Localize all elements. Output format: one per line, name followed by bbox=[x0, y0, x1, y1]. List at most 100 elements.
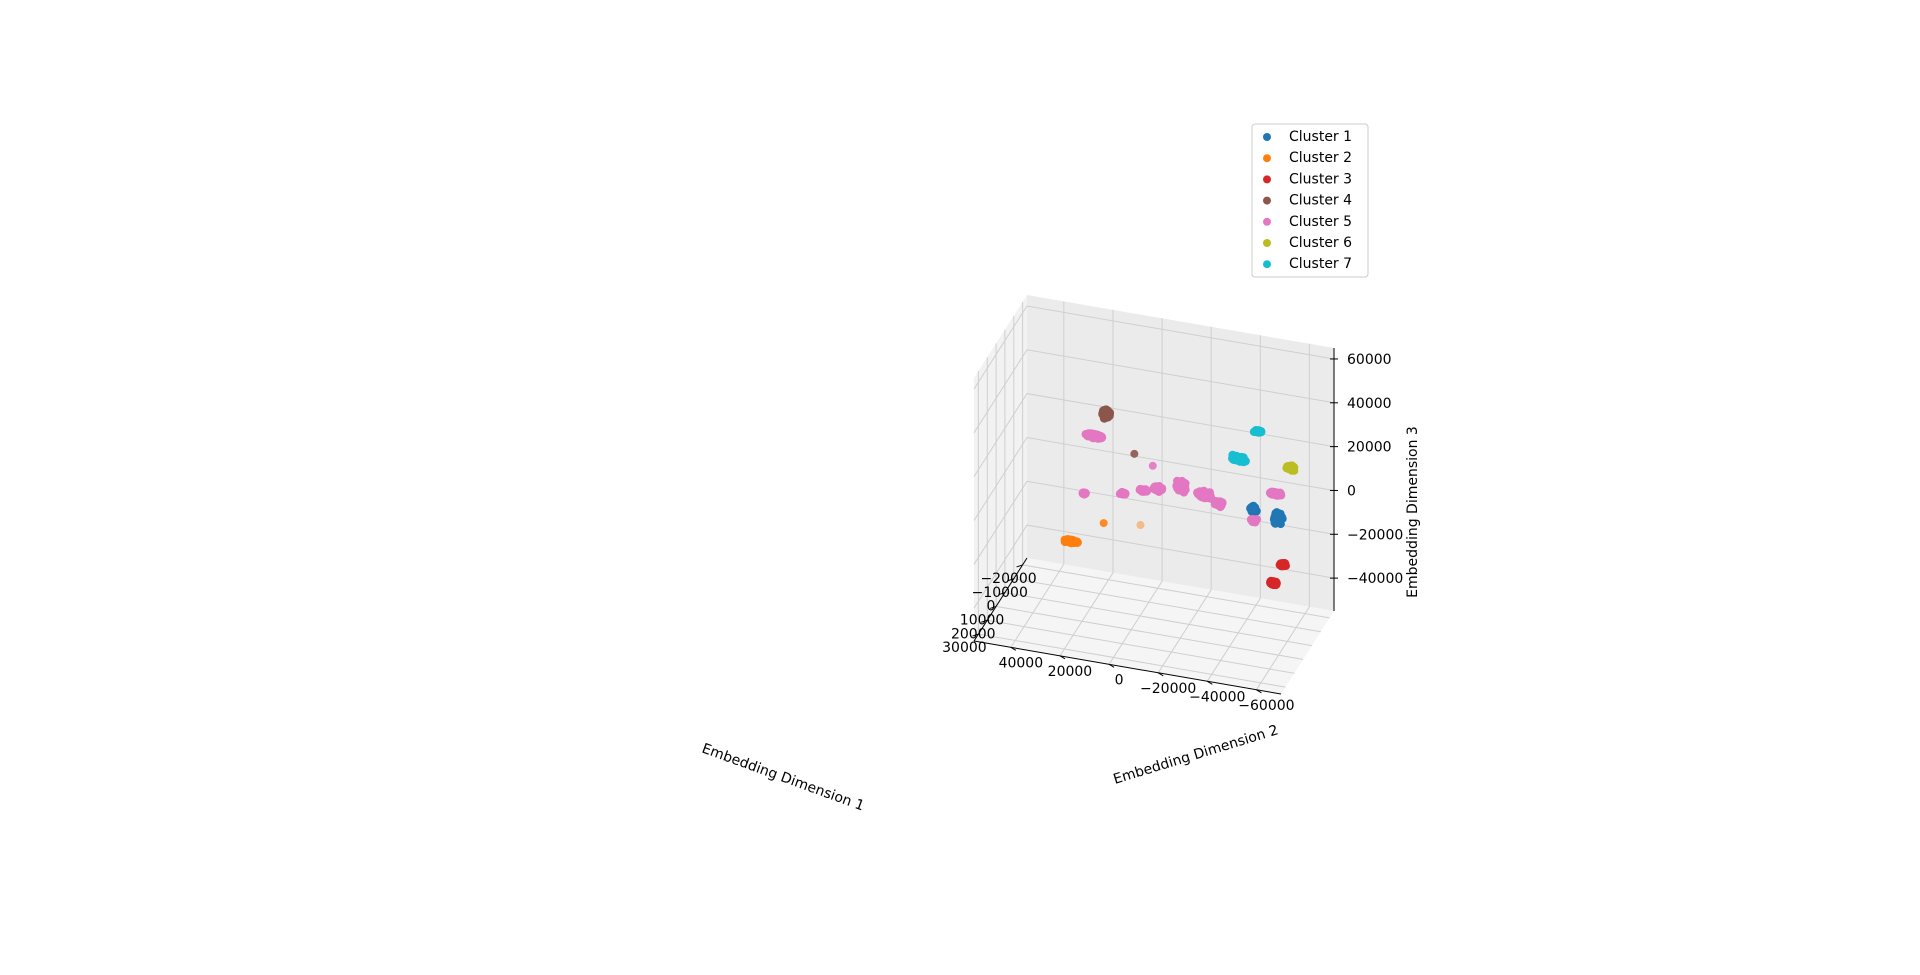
legend-label: Cluster 4 bbox=[1289, 193, 1352, 209]
y-tick bbox=[1059, 655, 1066, 660]
y-tick bbox=[1207, 680, 1213, 685]
y-axis-title: Embedding Dimension 2 bbox=[1111, 722, 1280, 787]
data-point bbox=[1130, 449, 1139, 458]
x-tick-label: 20000 bbox=[951, 626, 996, 642]
legend-label: Cluster 6 bbox=[1289, 235, 1352, 251]
legend-marker bbox=[1263, 196, 1271, 205]
y-tick-label: 20000 bbox=[1048, 664, 1093, 680]
z-gridline bbox=[973, 480, 1335, 565]
y-tick-label: 0 bbox=[1115, 672, 1124, 688]
x-tick bbox=[1016, 564, 1023, 568]
data-point bbox=[1099, 519, 1108, 528]
series-cluster-3 bbox=[1266, 559, 1291, 590]
z-tick-label: 20000 bbox=[1347, 440, 1392, 456]
series-cluster-4 bbox=[1098, 405, 1139, 458]
data-point bbox=[1215, 499, 1224, 508]
z-tick-label: −40000 bbox=[1347, 571, 1403, 587]
data-point bbox=[1079, 489, 1088, 498]
data-point bbox=[1136, 485, 1146, 494]
data-point bbox=[1200, 492, 1210, 501]
z-gridline bbox=[973, 349, 1335, 434]
y-gridline bbox=[1157, 326, 1212, 674]
y-gridline bbox=[1010, 301, 1065, 648]
series-cluster-7 bbox=[1228, 426, 1266, 467]
z-gridline bbox=[973, 524, 1335, 609]
x-tick-label: −20000 bbox=[980, 571, 1036, 587]
z-tick-label: 60000 bbox=[1347, 352, 1392, 368]
z-tick-label: 0 bbox=[1347, 483, 1356, 499]
y-tick bbox=[1108, 663, 1115, 668]
legend-label: Cluster 2 bbox=[1289, 150, 1352, 166]
x-tick-label: −10000 bbox=[972, 585, 1028, 601]
data-point bbox=[1278, 559, 1288, 568]
legend-marker bbox=[1263, 175, 1271, 184]
data-point bbox=[1120, 489, 1129, 498]
legend-frame bbox=[1251, 123, 1369, 278]
data-point bbox=[1271, 519, 1280, 528]
x-tick bbox=[1007, 578, 1014, 582]
data-point bbox=[1090, 433, 1100, 442]
data-point bbox=[1102, 411, 1111, 420]
data-point bbox=[1070, 536, 1079, 546]
axes-grid bbox=[973, 301, 1335, 691]
y-gridline bbox=[1255, 343, 1310, 691]
data-point bbox=[1236, 455, 1245, 464]
z-tick-label: −20000 bbox=[1347, 527, 1403, 543]
y-tick bbox=[1010, 646, 1017, 651]
y-gridline bbox=[1059, 309, 1114, 657]
y-axis-line bbox=[973, 640, 1282, 695]
y-gridline bbox=[1108, 318, 1163, 665]
axis-lines bbox=[973, 348, 1335, 695]
x-tick bbox=[981, 619, 988, 623]
legend: Cluster 1 Cluster 2 Cluster 3 Cluster 4 Clus… bbox=[1251, 123, 1369, 278]
axis-ticks: −20000−100000100002000030000−60000−40000… bbox=[942, 352, 1403, 714]
legend-marker bbox=[1263, 133, 1271, 141]
series-cluster-6 bbox=[1282, 461, 1299, 475]
z-gridline bbox=[973, 305, 1335, 390]
y-tick-label: 40000 bbox=[999, 655, 1044, 671]
legend-marker bbox=[1263, 239, 1271, 247]
series-cluster-5 bbox=[1078, 429, 1286, 527]
data-point bbox=[1153, 485, 1163, 494]
right-back-pane bbox=[1027, 295, 1334, 611]
x-axis-title: Embedding Dimension 1 bbox=[700, 741, 867, 815]
z-axis-title: Embedding Dimension 3 bbox=[1405, 426, 1421, 598]
legend-marker bbox=[1263, 260, 1271, 269]
data-point bbox=[1248, 515, 1258, 524]
x-tick-label: 30000 bbox=[942, 640, 987, 656]
data-point bbox=[1136, 521, 1145, 530]
z-tick-label: 40000 bbox=[1347, 396, 1392, 412]
legend-marker bbox=[1263, 217, 1271, 226]
data-point bbox=[1269, 578, 1279, 588]
data-point bbox=[1249, 427, 1259, 436]
legend-label: Cluster 3 bbox=[1289, 171, 1352, 187]
x-tick bbox=[998, 592, 1006, 596]
series-cluster-2 bbox=[1060, 519, 1145, 548]
data-point bbox=[1248, 504, 1258, 513]
y-tick-label: −40000 bbox=[1189, 689, 1245, 705]
x-tick-label: 10000 bbox=[960, 612, 1005, 628]
z-gridline bbox=[973, 436, 1335, 521]
legend-label: Cluster 1 bbox=[1289, 129, 1352, 145]
x-axis-line bbox=[973, 557, 1028, 642]
y-tick-label: −60000 bbox=[1238, 698, 1294, 714]
legend-label: Cluster 5 bbox=[1289, 214, 1352, 230]
y-tick bbox=[1157, 672, 1164, 677]
data-point bbox=[1178, 479, 1188, 488]
data-point bbox=[1285, 463, 1294, 472]
data-point bbox=[1273, 489, 1283, 498]
data-point bbox=[1084, 429, 1093, 438]
legend-marker bbox=[1263, 154, 1271, 163]
y-gridline bbox=[1206, 335, 1261, 682]
x-tick-label: 0 bbox=[986, 599, 995, 615]
y-tick bbox=[1256, 689, 1262, 694]
series-cluster-1 bbox=[1246, 501, 1287, 529]
scatter-points bbox=[1060, 405, 1299, 590]
z-gridline bbox=[973, 393, 1335, 477]
y-tick-label: −20000 bbox=[1140, 681, 1196, 697]
floor-pane bbox=[974, 558, 1334, 694]
data-point bbox=[1273, 512, 1282, 522]
data-point bbox=[1148, 461, 1157, 470]
legend-label: Cluster 7 bbox=[1289, 256, 1352, 272]
